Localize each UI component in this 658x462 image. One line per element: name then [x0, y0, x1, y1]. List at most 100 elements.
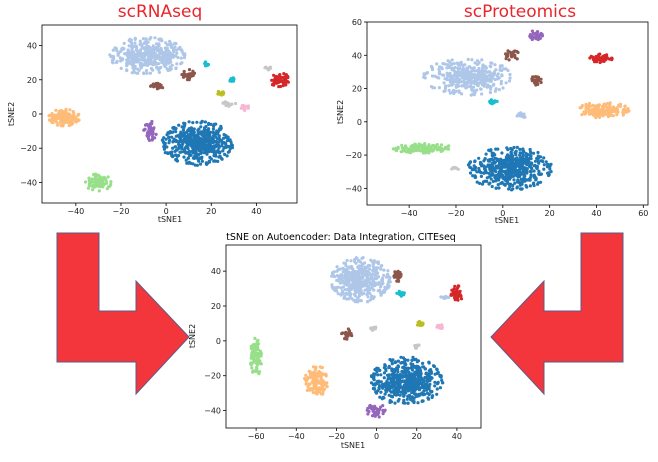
- scatter-point: [481, 65, 485, 69]
- scatter-point: [225, 154, 229, 158]
- scatter-point: [320, 392, 325, 396]
- scatter-point: [435, 392, 439, 396]
- scatter-point: [347, 265, 351, 269]
- scatter-point: [142, 55, 146, 60]
- scatter-point: [390, 395, 395, 399]
- scatter-point: [613, 108, 617, 112]
- scatter-point: [616, 110, 620, 114]
- scatter-point: [540, 159, 544, 163]
- scatter-point: [524, 152, 528, 156]
- scatter-point: [403, 401, 407, 405]
- scatter-point: [441, 381, 445, 385]
- scatter-point: [450, 62, 454, 66]
- scatter-point: [421, 365, 425, 369]
- scatter-point: [416, 148, 421, 152]
- scatter-point: [542, 167, 546, 171]
- scatter-point: [611, 105, 616, 109]
- scatter-point: [182, 56, 186, 60]
- scatter-point: [545, 165, 550, 169]
- y-tick-label: 20: [352, 85, 362, 94]
- scatter-point: [180, 147, 184, 151]
- scatter-point: [172, 137, 176, 141]
- axis-ticks: −40 −20 0 20 40 60 −40 −20 0 20 40 60: [345, 18, 648, 218]
- scatter-point: [196, 144, 201, 148]
- scatter-point: [219, 138, 224, 143]
- scatter-point: [439, 375, 443, 379]
- scatter-point: [171, 140, 175, 144]
- scatter-point: [440, 326, 444, 330]
- scatter-point: [341, 267, 346, 271]
- scatter-point: [500, 151, 504, 155]
- scatter-point: [534, 177, 538, 181]
- scatter-point: [369, 381, 374, 385]
- scatter-point: [487, 171, 491, 175]
- scatter-point: [475, 170, 479, 174]
- y-tick-label: 0: [357, 118, 362, 127]
- scatter-point: [479, 163, 483, 167]
- scatter-point: [379, 267, 383, 271]
- scatter-point: [151, 49, 156, 53]
- scatter-point: [346, 327, 350, 331]
- scatter-point: [211, 141, 215, 145]
- scatter-point: [508, 72, 512, 77]
- scatter-point: [594, 113, 598, 117]
- scatter-point: [474, 81, 478, 85]
- scatter-point: [391, 147, 395, 151]
- scatter-point: [507, 58, 511, 62]
- scatter-point: [410, 374, 414, 378]
- scatter-point: [490, 163, 494, 167]
- scatter-point: [54, 118, 58, 122]
- scatter-point: [478, 75, 482, 79]
- scatter-point: [223, 152, 227, 156]
- scatter-point: [144, 58, 149, 62]
- x-tick-label: 20: [412, 432, 422, 441]
- scatter-point: [419, 372, 423, 376]
- scatter-point: [528, 150, 533, 154]
- scatter-point: [409, 396, 413, 400]
- scatter-point: [349, 259, 353, 263]
- scatter-point: [532, 164, 536, 168]
- scatter-point: [473, 73, 477, 77]
- scatter-point: [155, 65, 159, 69]
- scatter-point: [413, 388, 417, 392]
- scatter-point: [506, 68, 510, 73]
- scatter-point: [452, 62, 456, 66]
- scatter-point: [404, 391, 408, 395]
- scatter-point: [412, 358, 416, 362]
- scatter-point: [493, 89, 497, 93]
- scatter-point: [132, 57, 136, 62]
- scatter-point: [351, 267, 355, 271]
- scatter-point: [446, 59, 450, 63]
- scatter-point: [510, 162, 514, 166]
- scatter-point: [75, 119, 79, 123]
- scatter-point: [536, 182, 540, 186]
- scatter-point: [160, 55, 164, 59]
- y-tick-label: 40: [352, 51, 362, 60]
- scatter-point: [209, 157, 213, 161]
- scatter-point: [170, 130, 174, 134]
- scatter-point: [510, 155, 514, 159]
- scatter-point: [601, 111, 605, 115]
- scatter-point: [188, 129, 192, 133]
- scatter-point: [618, 104, 623, 108]
- scatter-point: [435, 62, 439, 66]
- scatter-point: [145, 53, 149, 57]
- scatter-point: [310, 386, 314, 390]
- scatter-point: [481, 83, 486, 87]
- scatter-point: [506, 53, 510, 57]
- scatter-point: [395, 366, 399, 370]
- scatter-point: [175, 62, 179, 66]
- scatter-point: [148, 59, 153, 63]
- scatter-point: [388, 388, 392, 393]
- scatter-point: [580, 113, 584, 117]
- scatter-point: [475, 74, 479, 78]
- scatter-point: [66, 112, 71, 116]
- scatter-point: [341, 285, 345, 289]
- scatter-point: [497, 160, 501, 164]
- scatter-point: [465, 66, 469, 70]
- scatter-point: [405, 375, 409, 379]
- scatter-point: [515, 170, 519, 174]
- scatter-point: [129, 38, 133, 42]
- scatter-point: [372, 387, 377, 391]
- scatter-point: [148, 71, 152, 75]
